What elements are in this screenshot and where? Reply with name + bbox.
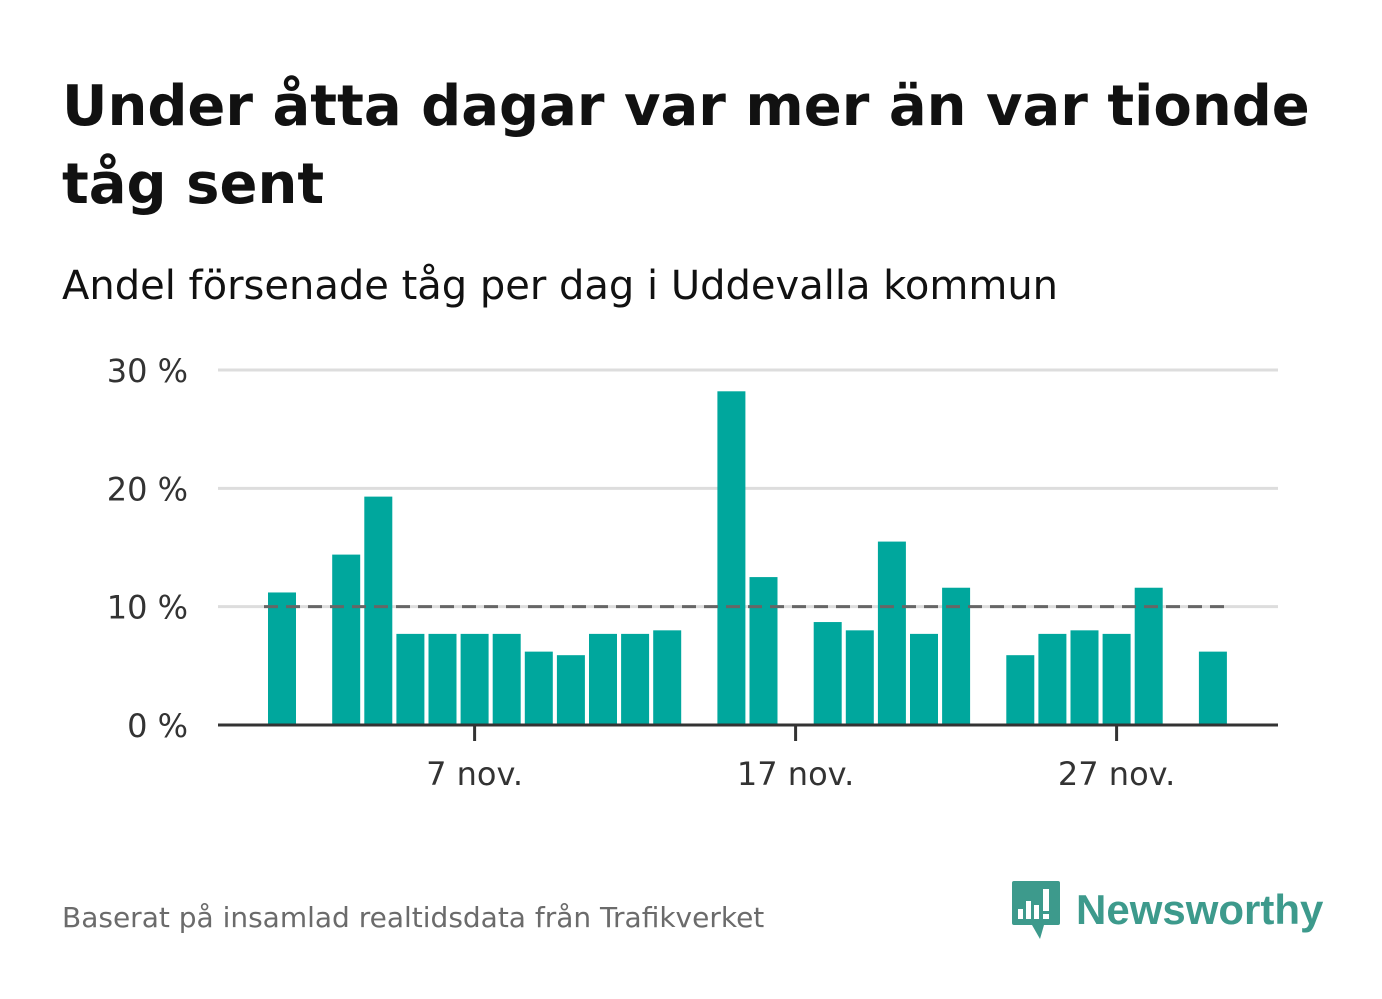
chart-title: Under åtta dagar var mer än var tionde t…: [62, 74, 1310, 217]
bar-nov-11: [589, 633, 617, 725]
bar-nov-24: [1006, 655, 1035, 725]
bar-chart: 0 % 10 % 20 % 30 % 7 nov. 17 nov. 27 nov.: [107, 352, 1278, 793]
bar-nov-21: [910, 633, 938, 725]
bar-nov-22: [942, 587, 971, 725]
bar-nov-20: [877, 541, 906, 725]
bar-nov-5: [396, 633, 425, 725]
bar-nov-10: [556, 655, 585, 725]
bar-nov-1: [268, 592, 296, 725]
newsworthy-logo-icon: [1012, 881, 1060, 939]
bar-nov-9: [524, 651, 553, 725]
bar-nov-19: [845, 630, 874, 725]
y-tick-label: 10 %: [107, 589, 188, 627]
y-axis-tick-labels: 0 % 10 % 20 % 30 %: [107, 352, 188, 745]
bar-nov-8: [492, 633, 521, 725]
bar-nov-6: [428, 633, 457, 725]
y-tick-label: 0 %: [127, 707, 188, 745]
y-tick-label: 20 %: [107, 470, 188, 508]
bar-nov-28: [1134, 587, 1163, 725]
x-tick-label: 17 nov.: [737, 755, 854, 793]
bars: [268, 391, 1227, 725]
bar-nov-13: [653, 630, 682, 725]
x-tick-label: 7 nov.: [426, 755, 523, 793]
bar-nov-3: [332, 554, 361, 725]
bar-nov-25: [1038, 633, 1067, 725]
bar-nov-18: [813, 622, 842, 725]
bar-nov-27: [1102, 633, 1131, 725]
x-tick-label: 27 nov.: [1058, 755, 1175, 793]
newsworthy-logo: Newsworthy: [1010, 878, 1323, 942]
source-note: Baserat på insamlad realtidsdata från Tr…: [62, 901, 765, 934]
bar-nov-4: [364, 496, 393, 725]
chart-subtitle: Andel försenade tåg per dag i Uddevalla …: [62, 263, 1059, 309]
bar-nov-26: [1070, 630, 1099, 725]
x-axis: 7 nov. 17 nov. 27 nov.: [218, 723, 1278, 793]
bar-nov-16: [749, 577, 778, 725]
bar-nov-30: [1198, 651, 1227, 725]
bar-nov-15: [717, 391, 746, 725]
bar-nov-12: [621, 633, 650, 725]
bar-nov-7: [460, 633, 489, 725]
brand-name: Newsworthy: [1076, 886, 1324, 933]
y-tick-label: 30 %: [107, 352, 188, 390]
